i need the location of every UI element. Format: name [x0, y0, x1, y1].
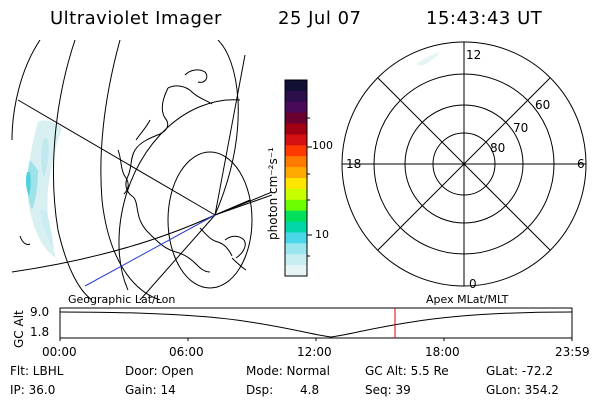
gain-status: Gain: 14 — [125, 383, 176, 397]
colorbar-band — [285, 90, 307, 103]
colorbar-band — [285, 123, 307, 135]
polar-plot — [341, 41, 587, 287]
mlt-label-0: 0 — [469, 277, 477, 291]
ip-status: IP: 36.0 — [10, 383, 56, 397]
colorbar-band — [285, 265, 307, 277]
colorbar-band — [285, 167, 307, 179]
glon-status: GLon: 354.2 — [486, 383, 559, 397]
altitude-xtick-1800: 18:00 — [425, 345, 460, 359]
mlat-label-80: 80 — [490, 141, 506, 155]
mlat-label-60: 60 — [535, 98, 551, 112]
glat-status: GLat: -72.2 — [486, 364, 553, 378]
colorbar-unit-label: photon cm⁻²s⁻¹ — [266, 147, 280, 240]
colorbar-band — [285, 80, 307, 92]
colorbar-band — [285, 178, 307, 190]
gc-alt-status: GC Alt: 5.5 Re — [365, 364, 449, 378]
polar-panel-label: Apex MLat/MLT — [426, 293, 509, 306]
colorbar-band — [285, 156, 307, 168]
geo-gridlines — [11, 40, 272, 300]
colorbar-band — [285, 145, 307, 157]
colorbar-tick-10: 10 — [315, 228, 329, 241]
mlt-label-12: 12 — [466, 48, 482, 62]
mlat-label-70: 70 — [513, 121, 529, 135]
geo-panel-label: Geographic Lat/Lon — [68, 293, 176, 306]
colorbar-band — [285, 112, 307, 125]
colorbar-band — [285, 221, 307, 233]
aurora-emission — [25, 120, 62, 258]
geographic-map — [11, 40, 272, 300]
dsp-label: Dsp: — [246, 383, 274, 397]
colorbar-band — [285, 199, 307, 212]
altitude-plot — [59, 307, 573, 341]
image-time: 15:43:43 UT — [426, 8, 543, 29]
filter-status: Flt: LBHL — [10, 364, 64, 378]
colorbar-band — [285, 188, 307, 201]
mode-status: Mode: Normal — [246, 364, 330, 378]
altitude-curve — [59, 311, 573, 338]
altitude-xtick-1200: 12:00 — [297, 345, 332, 359]
polar-emission — [416, 52, 440, 66]
seq-status: Seq: 39 — [365, 383, 411, 397]
altitude-xtick-0600: 06:00 — [169, 345, 204, 359]
altitude-ytick-high: 9.0 — [30, 305, 50, 319]
altitude-frame — [59, 307, 573, 339]
image-date: 25 Jul 07 — [278, 8, 362, 29]
colorbar-band — [285, 232, 307, 244]
polar-grid — [341, 41, 587, 287]
colorbar-band — [285, 254, 307, 266]
altitude-xtick-2359: 23:59 — [555, 345, 590, 359]
colorbar-band — [285, 243, 307, 255]
altitude-xticks — [59, 338, 573, 341]
colorbar — [284, 79, 312, 277]
colorbar-band — [285, 101, 307, 114]
mlt-label-6: 6 — [577, 157, 585, 171]
altitude-ytick-low: 1.8 — [30, 325, 50, 339]
mlt-label-18: 18 — [346, 157, 362, 171]
colorbar-tick-100: 100 — [312, 139, 333, 152]
instrument-title: Ultraviolet Imager — [50, 8, 222, 29]
door-status: Door: Open — [125, 364, 194, 378]
colorbar-band — [285, 134, 307, 146]
altitude-xtick-0000: 00:00 — [42, 345, 77, 359]
colorbar-gradient — [285, 80, 307, 277]
coastline — [19, 69, 247, 273]
geo-grid — [11, 40, 272, 300]
dsp-value: 4.8 — [300, 383, 320, 397]
altitude-ylabel: GC Alt — [12, 310, 26, 348]
satellite-track — [84, 214, 216, 287]
colorbar-band — [285, 210, 307, 223]
